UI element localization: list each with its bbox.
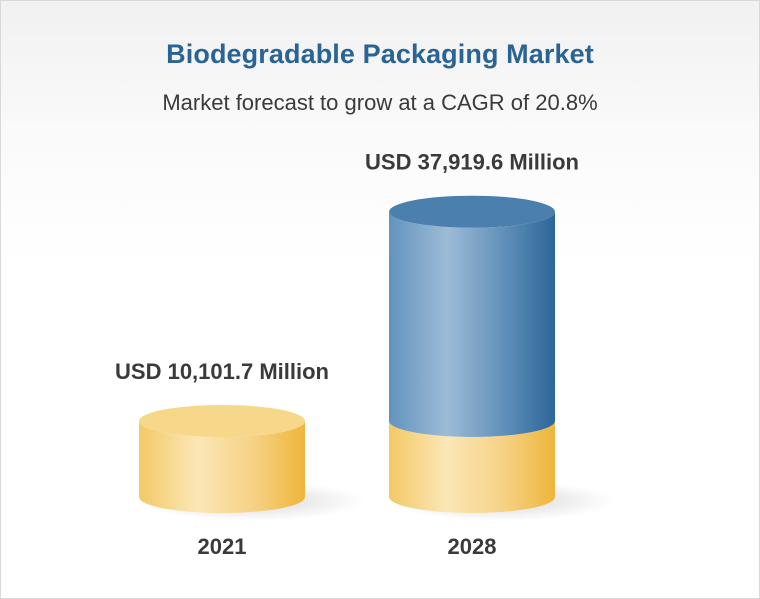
x-tick-label: 2021 [198,534,247,559]
chart-title: Biodegradable Packaging Market [166,39,594,69]
cylinder-top [139,405,305,437]
cylinder-top [389,195,555,228]
chart-subtitle: Market forecast to grow at a CAGR of 20.… [162,90,598,115]
data-label: USD 37,919.6 Million [365,150,579,175]
cylinder-body-growth [389,211,555,437]
data-label: USD 10,101.7 Million [115,359,329,384]
x-tick-label: 2028 [448,534,497,559]
cylinder-body-base [389,421,555,513]
cylinder-body-base [139,421,305,513]
